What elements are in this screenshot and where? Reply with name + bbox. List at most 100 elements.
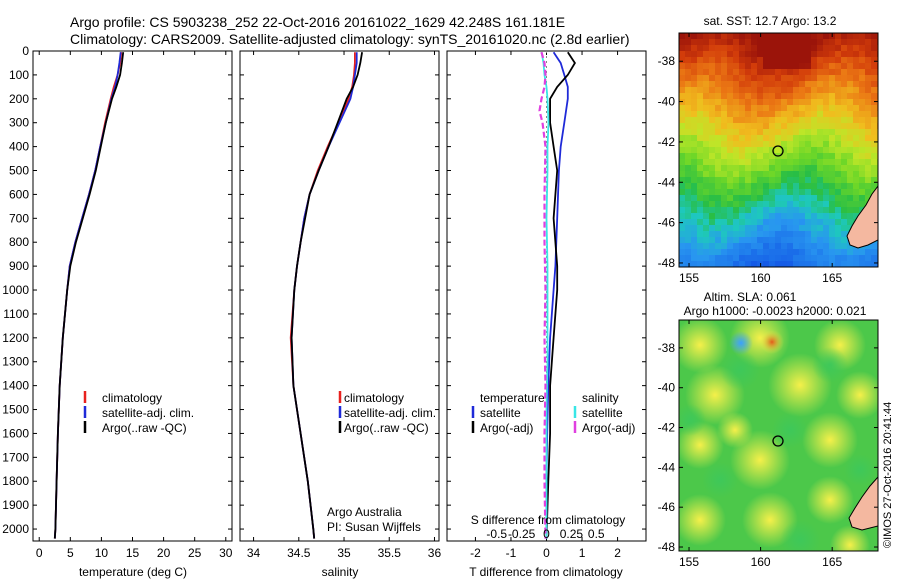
- sst-cell: [817, 243, 823, 249]
- sst-cell: [769, 159, 775, 165]
- sst-cell: [835, 69, 841, 75]
- s-diff-tick-label: 0.5: [588, 527, 605, 541]
- sst-cell: [757, 45, 763, 51]
- sst-cell: [853, 51, 859, 57]
- sst-cell: [769, 111, 775, 117]
- sst-cell: [703, 249, 709, 255]
- sst-cell: [679, 219, 685, 225]
- sst-cell: [751, 249, 757, 255]
- profile-line-argorawqc: [290, 52, 363, 539]
- sst-cell: [835, 255, 841, 261]
- sst-cell: [781, 213, 787, 219]
- x-tick-label: 5: [67, 546, 74, 560]
- sst-cell: [799, 51, 805, 57]
- sst-cell: [679, 45, 685, 51]
- sst-cell: [805, 69, 811, 75]
- sst-cell: [739, 225, 745, 231]
- sst-cell: [841, 177, 847, 183]
- sst-cell: [823, 129, 829, 135]
- sst-cell: [709, 111, 715, 117]
- sst-cell: [745, 111, 751, 117]
- sst-cell: [733, 135, 739, 141]
- sst-cell: [787, 201, 793, 207]
- sla-anomaly: [729, 331, 753, 355]
- sst-cell: [691, 159, 697, 165]
- sst-cell: [871, 123, 877, 129]
- sst-cell: [709, 213, 715, 219]
- sst-cell: [823, 171, 829, 177]
- sst-cell: [685, 39, 691, 45]
- sst-cell: [745, 147, 751, 153]
- sst-cell: [721, 219, 727, 225]
- sst-cell: [781, 195, 787, 201]
- sst-cell: [745, 177, 751, 183]
- sst-cell: [709, 189, 715, 195]
- y-tick-label: 1400: [2, 379, 29, 393]
- sst-cell: [781, 87, 787, 93]
- sst-cell: [829, 237, 835, 243]
- sst-cell: [757, 129, 763, 135]
- sst-cell: [823, 261, 829, 267]
- sst-cell: [685, 123, 691, 129]
- sst-cell: [763, 219, 769, 225]
- sst-cell: [841, 195, 847, 201]
- sst-cell: [769, 153, 775, 159]
- sst-cell: [721, 57, 727, 63]
- sst-cell: [823, 105, 829, 111]
- sst-cell: [805, 225, 811, 231]
- sst-cell: [865, 93, 871, 99]
- legend-s-argo-label: Argo(-adj): [582, 421, 635, 435]
- sla-anomaly: [772, 412, 808, 448]
- sst-cell: [847, 147, 853, 153]
- sst-cell: [685, 141, 691, 147]
- sst-cell: [703, 231, 709, 237]
- legend-t-argo-label: Argo(-adj): [480, 421, 533, 435]
- sst-cell: [745, 153, 751, 159]
- salinity-axis-label: salinity: [322, 565, 359, 579]
- sst-cell: [745, 231, 751, 237]
- sst-cell: [793, 39, 799, 45]
- sst-cell: [841, 243, 847, 249]
- sst-cell: [763, 171, 769, 177]
- sst-cell: [805, 33, 811, 39]
- sst-cell: [721, 183, 727, 189]
- map-y-tick-label: -40: [658, 95, 676, 109]
- sst-cell: [871, 171, 877, 177]
- sst-cell: [865, 111, 871, 117]
- sst-cell: [721, 93, 727, 99]
- sst-cell: [817, 63, 823, 69]
- x-tick-label: 34: [247, 546, 261, 560]
- sst-cell: [709, 165, 715, 171]
- sst-cell: [679, 147, 685, 153]
- sst-cell: [703, 105, 709, 111]
- sst-cell: [757, 57, 763, 63]
- sst-cell: [751, 45, 757, 51]
- sst-cell: [853, 63, 859, 69]
- sst-cell: [709, 243, 715, 249]
- sst-cell: [703, 165, 709, 171]
- sst-cell: [817, 237, 823, 243]
- sst-cell: [829, 171, 835, 177]
- sst-cell: [871, 87, 877, 93]
- sst-cell: [739, 201, 745, 207]
- sst-cell: [805, 63, 811, 69]
- sst-cell: [811, 261, 817, 267]
- sst-cell: [685, 171, 691, 177]
- sst-cell: [853, 165, 859, 171]
- sst-cell: [853, 201, 859, 207]
- sst-cell: [775, 75, 781, 81]
- sst-cell: [745, 171, 751, 177]
- sst-map-ticks: 155 160 165 -38 -40 -42 -44 -46 -48: [658, 33, 878, 285]
- sst-cell: [823, 177, 829, 183]
- sst-cell: [703, 117, 709, 123]
- sst-cell: [841, 225, 847, 231]
- sst-cell: [685, 231, 691, 237]
- x-tick-label: 15: [126, 546, 140, 560]
- sst-cell: [691, 165, 697, 171]
- sst-cell: [685, 189, 691, 195]
- map-x-tick-label: 155: [679, 271, 699, 285]
- sst-cell: [745, 123, 751, 129]
- sst-cell: [859, 159, 865, 165]
- sst-cell: [817, 195, 823, 201]
